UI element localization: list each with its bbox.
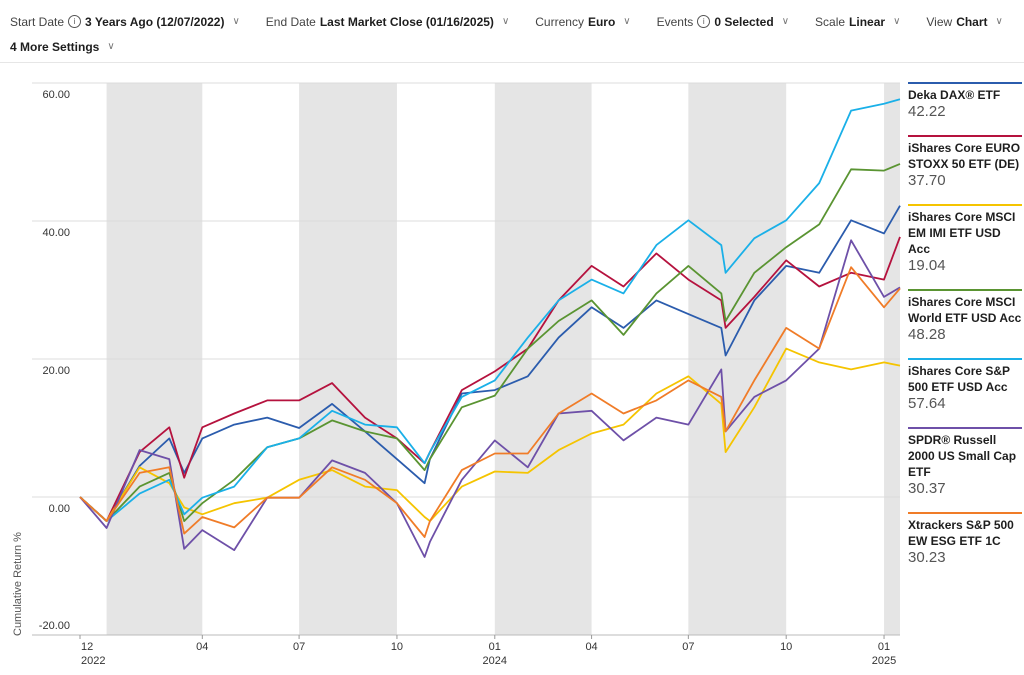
x-tick-label: 12 (81, 641, 93, 653)
y-tick-label: 60.00 (42, 89, 70, 101)
y-tick-label: 0.00 (49, 503, 70, 515)
info-icon[interactable]: i (68, 15, 82, 28)
legend-series-value: 19.04 (908, 257, 946, 274)
series-line-1 (79, 236, 901, 522)
x-tick-label: 07 (293, 641, 305, 653)
legend-series-name: Xtrackers S&P 500 EW ESG ETF 1C (908, 518, 1014, 548)
legend-series-value: 48.28 (908, 326, 946, 343)
legend: Deka DAX® ETF 42.22 iShares Core EURO STOX… (908, 82, 1022, 581)
chevron-down-icon: ∨ (893, 16, 901, 27)
chevron-down-icon: ∨ (232, 16, 240, 27)
info-icon[interactable]: i (697, 15, 711, 28)
series-line-0 (79, 205, 901, 522)
more-settings-dropdown[interactable]: 4 More Settings ∨ (10, 39, 115, 54)
cumulative-return-chart: 60.00 40.00 20.00 0.00 -20.00 12 2022 04 07 10 01… (12, 82, 901, 667)
currency-dropdown[interactable]: Currency Euro ∨ (535, 14, 631, 29)
legend-item[interactable]: iShares Core MSCI World ETF USD Acc 48.28 (908, 289, 1022, 344)
chevron-down-icon: ∨ (501, 16, 510, 27)
chart-settings-toolbar: Start Date i 3 Years Ago (12/07/2022) ∨ … (10, 9, 1024, 59)
toolbar-divider (0, 62, 1024, 63)
series-line-6 (79, 266, 901, 538)
x-tick-label: 10 (780, 641, 792, 653)
x-tick-label: 04 (196, 641, 208, 653)
legend-series-name: iShares Core EURO STOXX 50 ETF (DE) (908, 141, 1021, 171)
start-date-dropdown[interactable]: Start Date i 3 Years Ago (12/07/2022) ∨ (10, 14, 240, 29)
y-axis-label: Cumulative Return % (12, 532, 24, 636)
legend-series-name: SPDR® Russell 2000 US Small Cap ETF (908, 433, 1017, 479)
legend-series-value: 37.70 (908, 172, 946, 189)
series-line-5 (79, 239, 901, 558)
scale-dropdown[interactable]: Scale Linear ∨ (815, 14, 901, 29)
series-line-3 (79, 163, 901, 522)
legend-series-value: 30.37 (908, 480, 946, 497)
legend-item[interactable]: iShares Core S&P 500 ETF USD Acc 57.64 (908, 358, 1022, 413)
x-tick-label: 10 (391, 641, 403, 653)
x-tick-year: 2022 (81, 655, 105, 667)
x-tick-label: 07 (682, 641, 694, 653)
legend-series-name: iShares Core S&P 500 ETF USD Acc (908, 364, 1010, 394)
series-line-4 (79, 98, 901, 522)
x-tick-label: 04 (585, 641, 597, 653)
legend-series-name: iShares Core MSCI EM IMI ETF USD Acc (908, 210, 1016, 256)
legend-series-value: 42.22 (908, 103, 946, 120)
series-line-2 (79, 347, 901, 522)
legend-item[interactable]: iShares Core MSCI EM IMI ETF USD Acc 19.0… (908, 204, 1022, 275)
y-tick-label: 20.00 (42, 365, 70, 377)
legend-item[interactable]: Deka DAX® ETF 42.22 (908, 82, 1022, 121)
legend-series-value: 30.23 (908, 549, 946, 566)
x-tick-year: 2024 (483, 655, 507, 667)
view-dropdown[interactable]: View Chart ∨ (926, 14, 1003, 29)
chevron-down-icon: ∨ (781, 16, 790, 27)
x-tick-year: 2025 (872, 655, 896, 667)
y-tick-label: -20.00 (39, 620, 70, 632)
legend-series-name: Deka DAX® ETF (908, 88, 1001, 102)
x-tick-label: 01 (489, 641, 501, 653)
chevron-down-icon: ∨ (107, 41, 115, 52)
events-dropdown[interactable]: Events i 0 Selected ∨ (656, 14, 790, 29)
x-tick-label: 01 (878, 641, 890, 653)
legend-item[interactable]: iShares Core EURO STOXX 50 ETF (DE) 37.70 (908, 135, 1022, 190)
legend-series-value: 57.64 (908, 395, 946, 412)
end-date-dropdown[interactable]: End Date Last Market Close (01/16/2025) … (265, 14, 510, 29)
legend-series-name: iShares Core MSCI World ETF USD Acc (908, 295, 1022, 325)
chevron-down-icon: ∨ (623, 16, 631, 27)
legend-item[interactable]: SPDR® Russell 2000 US Small Cap ETF 30.37 (908, 427, 1022, 498)
legend-item[interactable]: Xtrackers S&P 500 EW ESG ETF 1C 30.23 (908, 512, 1022, 567)
y-tick-label: 40.00 (42, 227, 70, 239)
chevron-down-icon: ∨ (995, 16, 1003, 27)
